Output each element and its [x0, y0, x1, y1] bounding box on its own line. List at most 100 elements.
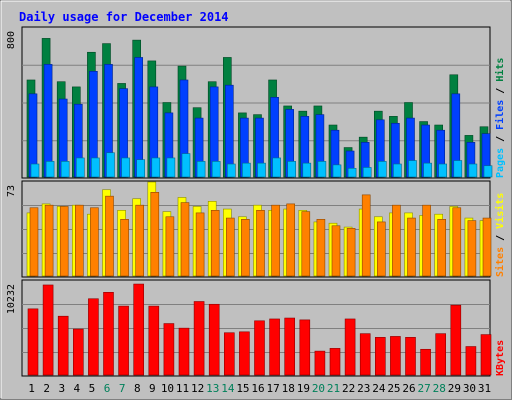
bar-kbytes-day-22	[344, 318, 356, 376]
bar-kbytes-day-23	[359, 333, 371, 376]
bar-pages-day-21	[332, 164, 342, 178]
x-tick-label: 11	[176, 382, 189, 395]
bar-sites-day-29	[452, 207, 462, 277]
bar-pages-day-24	[377, 161, 387, 178]
bar-sites-day-8	[135, 204, 144, 277]
bar-sites-day-27	[422, 204, 431, 277]
x-tick-label: 15	[236, 382, 249, 395]
legend-labels-hits: Pages / Files / Hits	[494, 58, 506, 178]
chart-bars	[26, 38, 493, 376]
bar-pages-day-15	[242, 162, 251, 178]
x-tick-label: 24	[372, 382, 386, 395]
x-tick-label: 17	[267, 382, 280, 395]
x-tick-label: 31	[478, 382, 491, 395]
x-tick-label: 9	[149, 382, 156, 395]
bar-kbytes-day-4	[73, 328, 84, 376]
bar-kbytes-day-8	[133, 283, 144, 376]
bar-sites-day-24	[376, 221, 386, 277]
legend-separator: /	[495, 82, 506, 100]
bar-pages-day-22	[347, 168, 357, 178]
x-tick-label: 10	[161, 382, 174, 395]
chart-title: Daily usage for December 2014	[19, 10, 229, 24]
legend-label-kbytes: KBytes	[495, 340, 506, 376]
bar-pages-day-16	[257, 162, 266, 178]
bar-pages-day-20	[317, 161, 327, 178]
x-tick-label: 13	[206, 382, 219, 395]
x-tick-label: 2	[43, 382, 50, 395]
bar-sites-day-21	[331, 225, 341, 277]
x-tick-label: 16	[251, 382, 264, 395]
bar-pages-day-26	[408, 160, 417, 178]
bar-pages-day-6	[106, 152, 115, 178]
bar-files-day-14	[225, 84, 234, 178]
bar-sites-day-17	[271, 204, 280, 277]
legend-separator: /	[495, 229, 506, 247]
bar-kbytes-day-10	[163, 323, 175, 376]
bar-kbytes-day-19	[299, 319, 311, 376]
bar-sites-day-5	[90, 207, 99, 277]
bar-kbytes-day-6	[103, 292, 114, 376]
bar-pages-day-5	[91, 157, 100, 178]
bar-pages-day-28	[438, 163, 448, 178]
bar-sites-day-20	[316, 219, 326, 277]
bar-sites-day-6	[105, 195, 114, 277]
x-tick-label: 18	[282, 382, 295, 395]
x-tick-label: 21	[327, 382, 340, 395]
bar-sites-day-1	[29, 207, 39, 277]
bar-sites-day-18	[286, 203, 296, 277]
bar-kbytes-day-12	[193, 301, 205, 376]
x-tick-label: 29	[448, 382, 461, 395]
x-tick-label: 7	[119, 382, 126, 395]
bar-sites-day-14	[226, 217, 235, 277]
bar-kbytes-day-14	[224, 332, 235, 376]
bar-kbytes-day-28	[435, 333, 447, 376]
x-tick-label: 28	[433, 382, 446, 395]
bar-pages-day-30	[468, 163, 478, 178]
legend-separator: /	[495, 130, 506, 148]
bar-kbytes-day-24	[374, 337, 386, 376]
bar-pages-day-3	[60, 161, 70, 178]
bar-pages-day-14	[227, 163, 236, 178]
bar-sites-day-9	[150, 192, 160, 277]
y-max-label: 73	[6, 185, 17, 197]
bar-kbytes-day-5	[88, 298, 99, 376]
bar-kbytes-day-3	[57, 315, 69, 376]
x-tick-label: 25	[387, 382, 400, 395]
bar-sites-day-12	[195, 212, 205, 277]
x-tick-label: 22	[342, 382, 355, 395]
bar-pages-day-18	[287, 161, 297, 178]
bar-sites-day-22	[346, 228, 356, 277]
bar-pages-day-13	[211, 161, 221, 178]
x-tick-label: 23	[357, 382, 370, 395]
bar-kbytes-day-2	[42, 284, 54, 376]
x-tick-label: 19	[297, 382, 310, 395]
x-tick-label: 20	[312, 382, 325, 395]
bar-pages-day-23	[362, 167, 372, 178]
bar-kbytes-day-16	[254, 320, 265, 376]
bar-kbytes-day-11	[178, 327, 190, 376]
bar-kbytes-day-13	[208, 303, 220, 376]
bar-kbytes-day-29	[450, 304, 462, 376]
bar-files-day-2	[43, 64, 53, 178]
legend-label-visits: Visits	[494, 193, 506, 229]
bar-kbytes-day-27	[420, 348, 431, 376]
bar-pages-day-1	[30, 163, 40, 178]
series-legend-labels: Pages / Files / Hits Sites / Visits KBytes	[494, 58, 506, 376]
bar-sites-day-31	[482, 217, 492, 277]
bar-sites-day-11	[180, 202, 190, 277]
bar-kbytes-day-1	[27, 308, 39, 376]
bar-kbytes-day-31	[480, 334, 492, 376]
x-tick-label: 12	[191, 382, 204, 395]
x-tick-label: 4	[74, 382, 81, 395]
bar-sites-day-23	[361, 194, 371, 277]
bar-pages-day-10	[166, 157, 176, 178]
x-tick-label: 3	[58, 382, 65, 395]
bar-pages-day-17	[272, 157, 281, 178]
bar-sites-day-30	[467, 220, 477, 277]
bar-pages-day-2	[45, 161, 55, 178]
bar-kbytes-day-20	[314, 350, 326, 376]
bar-sites-day-7	[120, 219, 129, 277]
bar-kbytes-day-17	[269, 318, 280, 376]
bar-pages-day-25	[393, 163, 402, 178]
